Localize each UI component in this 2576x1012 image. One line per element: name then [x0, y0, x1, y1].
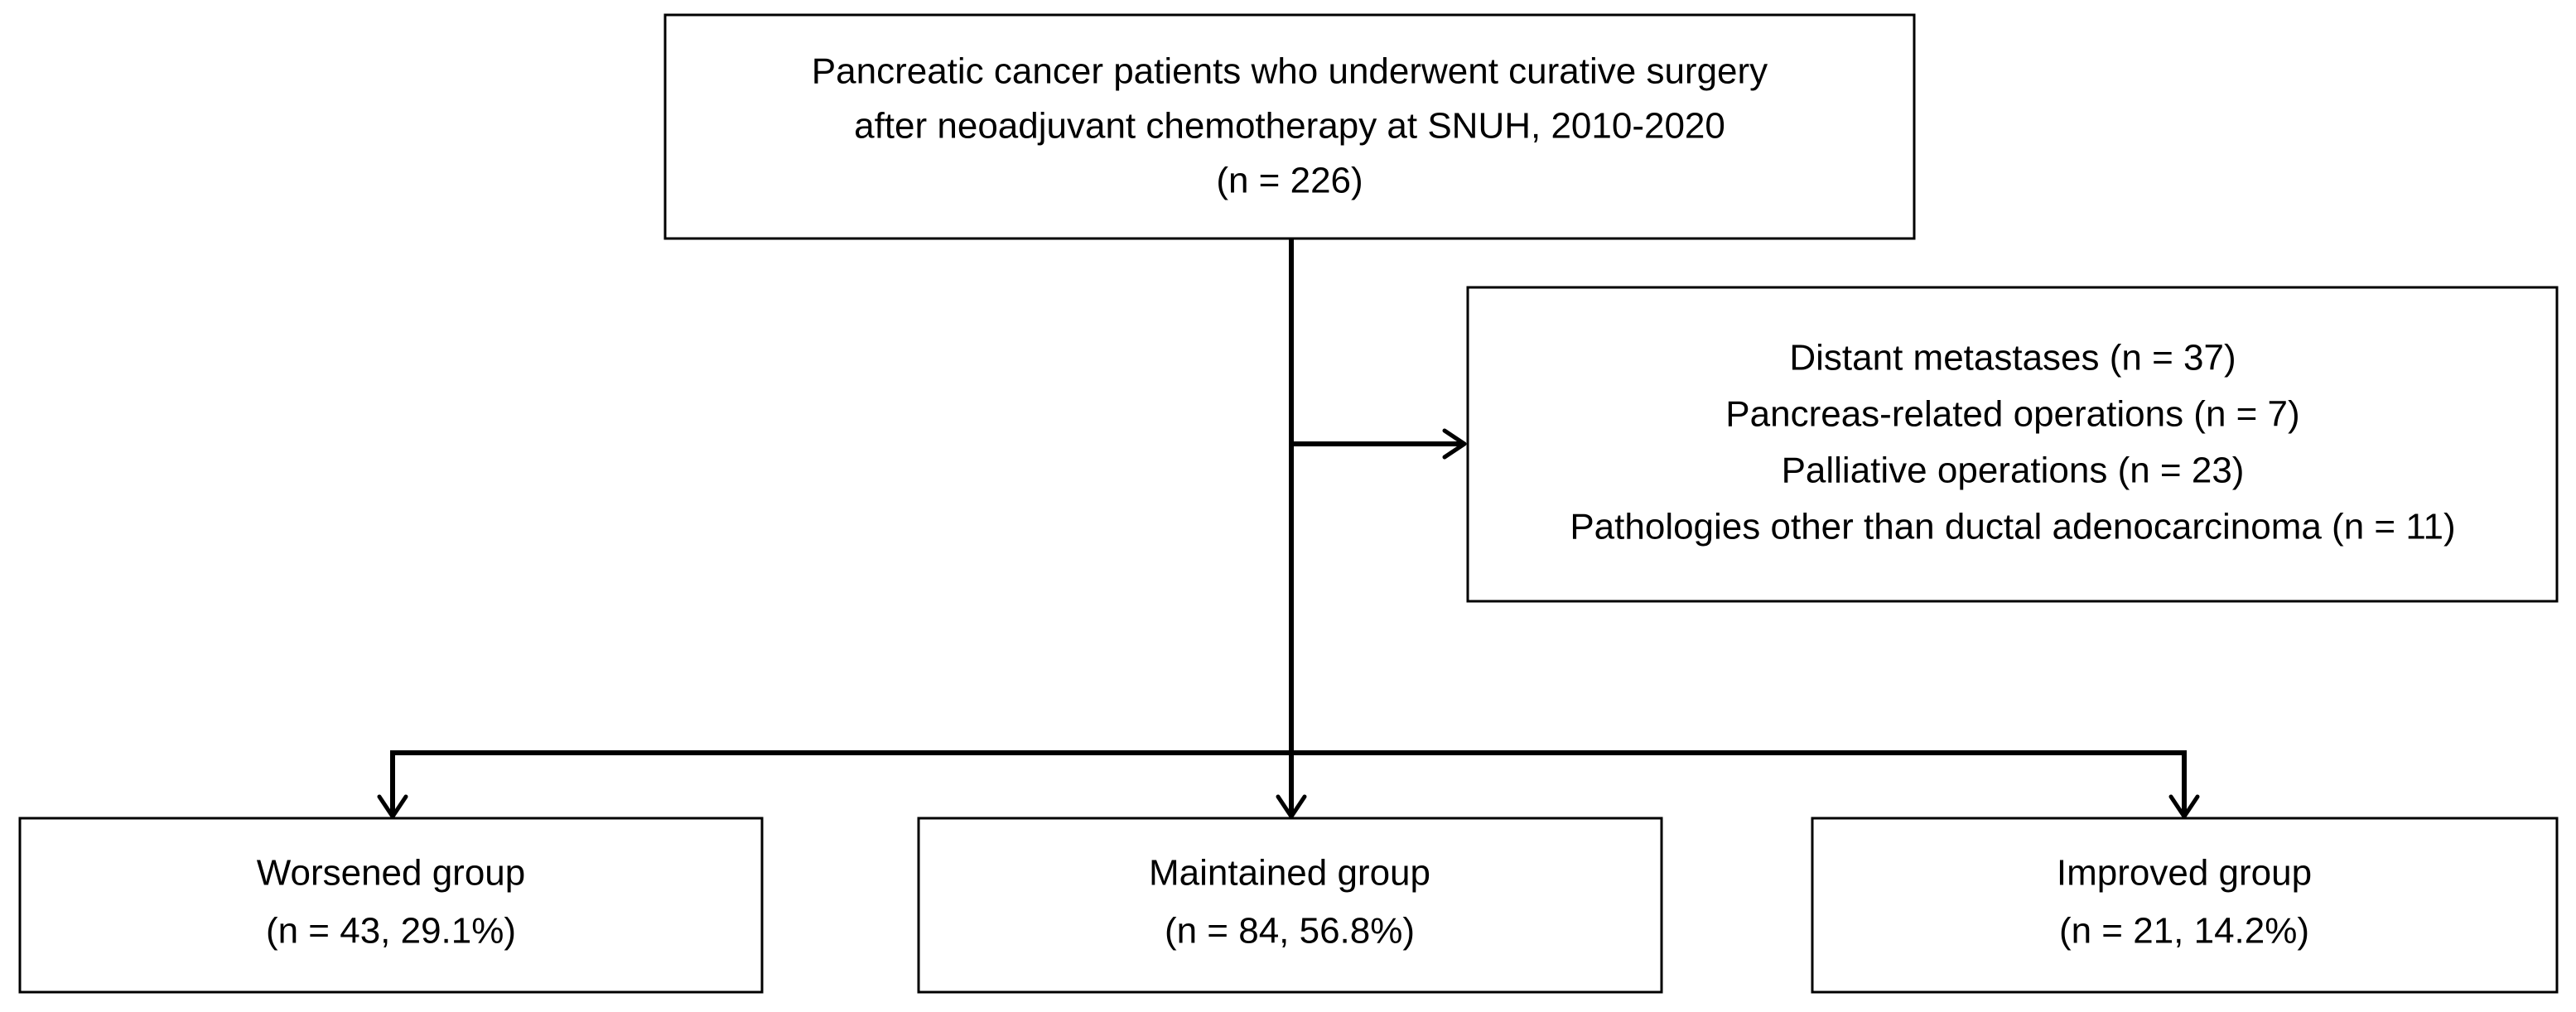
group-box [18, 817, 764, 994]
exclusion-box [1466, 286, 2559, 603]
group-box [917, 817, 1663, 994]
group-text: (n = 43, 29.1%) [266, 911, 516, 952]
group-text: Maintained group [1149, 853, 1430, 894]
group-text: Improved group [2057, 853, 2312, 894]
exclusion-text: Pathologies other than ductal adenocarci… [1570, 507, 2455, 547]
group-text: (n = 21, 14.2%) [2059, 911, 2309, 952]
source-text: Pancreatic cancer patients who underwent… [812, 51, 1768, 92]
arrow-head [1276, 794, 1307, 819]
arrow-head [2168, 794, 2200, 819]
arrow-head [377, 794, 408, 819]
source-text: after neoadjuvant chemotherapy at SNUH, … [854, 106, 1725, 147]
group-box [1811, 817, 2559, 994]
exclusion-text: Pancreas-related operations (n = 7) [1725, 394, 2299, 435]
arrow-head [1442, 428, 1467, 460]
exclusion-text: Distant metastases (n = 37) [1789, 338, 2236, 378]
source-box [663, 13, 1916, 240]
group-text: (n = 84, 56.8%) [1165, 911, 1415, 952]
source-text: (n = 226) [1216, 161, 1363, 201]
exclusion-text: Palliative operations (n = 23) [1782, 451, 2245, 491]
group-text: Worsened group [257, 853, 526, 894]
